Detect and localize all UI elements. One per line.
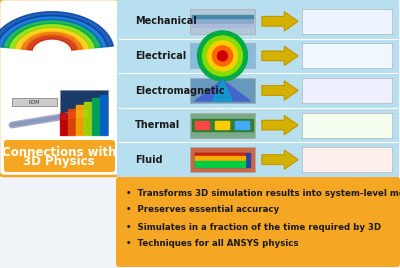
Polygon shape [8, 23, 96, 48]
Text: •  Simulates in a fraction of the time required by 3D: • Simulates in a fraction of the time re… [126, 222, 381, 232]
Text: Mechanical: Mechanical [135, 16, 197, 26]
Polygon shape [303, 10, 391, 33]
FancyBboxPatch shape [117, 0, 399, 179]
Polygon shape [262, 46, 298, 65]
Polygon shape [195, 161, 245, 167]
FancyBboxPatch shape [0, 0, 120, 176]
FancyBboxPatch shape [60, 90, 108, 135]
Polygon shape [76, 105, 83, 135]
Text: 3D Physics: 3D Physics [23, 155, 95, 169]
Text: Fluid: Fluid [135, 155, 163, 165]
Polygon shape [192, 15, 253, 18]
Circle shape [198, 31, 248, 81]
Text: Electrical: Electrical [135, 51, 186, 61]
Polygon shape [215, 121, 229, 129]
Polygon shape [68, 109, 75, 135]
Polygon shape [303, 114, 391, 137]
Polygon shape [100, 95, 107, 135]
FancyBboxPatch shape [190, 43, 255, 68]
FancyBboxPatch shape [4, 140, 115, 172]
FancyBboxPatch shape [302, 43, 392, 68]
Polygon shape [262, 150, 298, 169]
Polygon shape [235, 121, 249, 129]
Polygon shape [20, 31, 84, 50]
Polygon shape [0, 12, 113, 47]
Polygon shape [262, 116, 298, 135]
Text: •  Techniques for all ANSYS physics: • Techniques for all ANSYS physics [126, 240, 298, 248]
Polygon shape [303, 148, 391, 171]
Text: ROM: ROM [28, 99, 40, 105]
Polygon shape [195, 156, 245, 161]
Polygon shape [92, 98, 99, 135]
Polygon shape [262, 12, 298, 31]
Polygon shape [262, 81, 298, 100]
Circle shape [212, 46, 232, 66]
Circle shape [218, 51, 228, 61]
Polygon shape [0, 16, 107, 47]
Text: Electromagnetic: Electromagnetic [135, 85, 225, 95]
FancyBboxPatch shape [302, 147, 392, 172]
Polygon shape [14, 27, 90, 49]
Text: •  Preserves essential accuracy: • Preserves essential accuracy [126, 206, 279, 214]
Polygon shape [212, 80, 232, 101]
FancyBboxPatch shape [116, 177, 400, 267]
FancyBboxPatch shape [302, 113, 392, 137]
FancyBboxPatch shape [190, 78, 255, 103]
Polygon shape [192, 119, 253, 131]
FancyBboxPatch shape [302, 9, 392, 34]
FancyBboxPatch shape [190, 147, 255, 172]
FancyBboxPatch shape [190, 9, 255, 34]
Text: Connections with: Connections with [2, 147, 116, 159]
Polygon shape [60, 113, 67, 135]
Polygon shape [26, 35, 78, 50]
Polygon shape [84, 102, 91, 135]
Circle shape [202, 36, 242, 76]
Polygon shape [192, 24, 253, 27]
Polygon shape [195, 80, 250, 101]
Polygon shape [303, 79, 391, 102]
Polygon shape [195, 153, 245, 156]
FancyBboxPatch shape [12, 98, 57, 106]
Polygon shape [195, 121, 209, 129]
Text: •  Transforms 3D simulation results into system-level models: • Transforms 3D simulation results into … [126, 188, 400, 198]
Polygon shape [2, 20, 102, 48]
FancyBboxPatch shape [302, 78, 392, 103]
Circle shape [208, 41, 238, 71]
Text: Thermal: Thermal [135, 120, 180, 130]
FancyBboxPatch shape [190, 113, 255, 137]
Polygon shape [192, 18, 253, 24]
Polygon shape [303, 44, 391, 67]
Polygon shape [195, 153, 250, 167]
